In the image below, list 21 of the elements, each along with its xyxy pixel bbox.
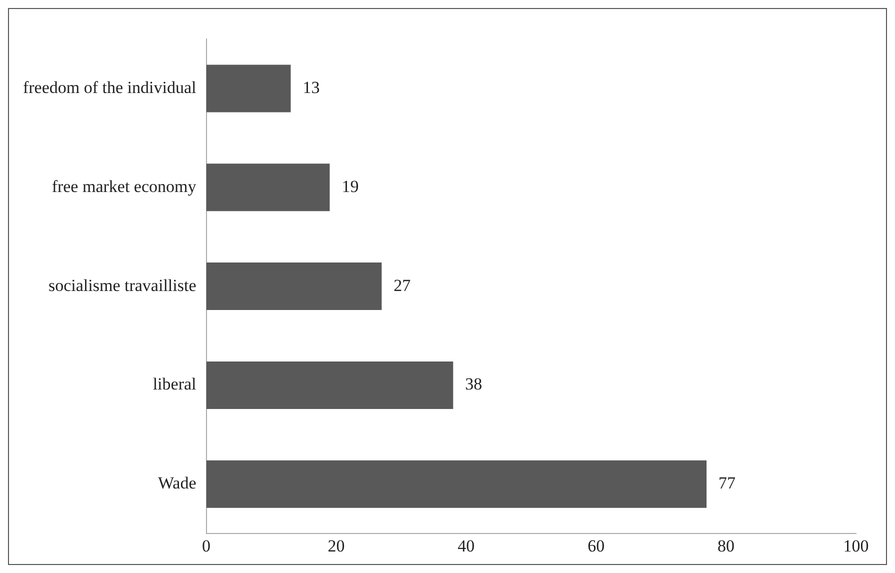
y-tick-label: free market economy bbox=[52, 176, 197, 196]
y-tick-label: socialisme travailliste bbox=[48, 276, 196, 295]
x-tick-label: 0 bbox=[202, 536, 211, 556]
data-label: 27 bbox=[394, 276, 412, 295]
x-tick-label: 60 bbox=[588, 536, 605, 556]
bar bbox=[206, 64, 291, 112]
x-tick-label: 80 bbox=[718, 536, 735, 556]
x-tick-label: 40 bbox=[458, 536, 475, 556]
y-tick-label: liberal bbox=[152, 374, 197, 394]
x-tick-label: 100 bbox=[843, 536, 869, 556]
bar bbox=[206, 164, 330, 212]
x-tick-label: 20 bbox=[328, 536, 345, 556]
data-label: 19 bbox=[342, 176, 359, 196]
y-tick-label: Wade bbox=[158, 474, 196, 493]
data-label: 38 bbox=[465, 374, 482, 394]
bar bbox=[206, 460, 707, 508]
bar bbox=[206, 361, 454, 409]
data-label: 77 bbox=[718, 474, 736, 493]
y-tick-label: freedom of the individual bbox=[22, 78, 197, 97]
bar bbox=[206, 262, 382, 310]
data-label: 13 bbox=[302, 78, 320, 97]
